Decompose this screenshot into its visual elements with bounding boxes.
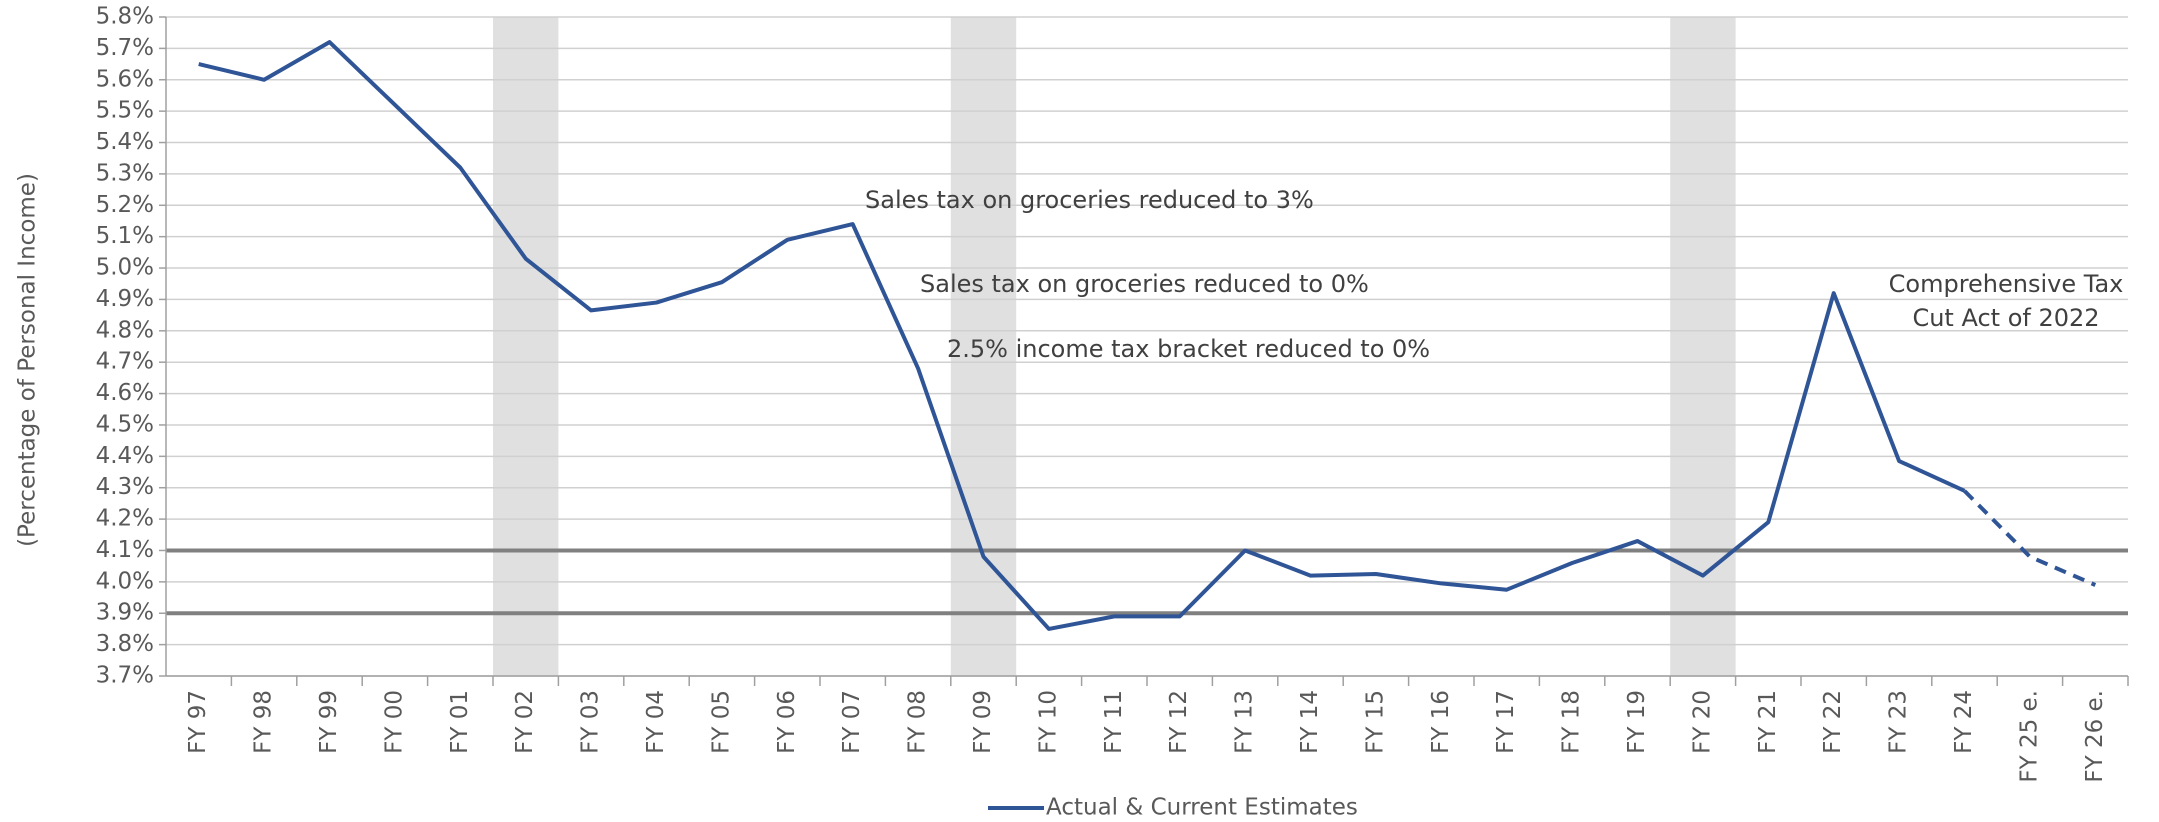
x-tick-label: FY 19 [1624,690,1650,754]
x-tick-label: FY 02 [512,690,538,754]
data-line [1963,489,2097,587]
x-tick-label: FY 04 [643,690,669,754]
annotation: Cut Act of 2022 [1912,304,2099,332]
y-tick-label: 5.5% [96,98,154,124]
y-tick-label: 4.1% [96,537,154,563]
x-tick-label: FY 18 [1559,690,1585,754]
x-tick-label: FY 20 [1689,690,1715,754]
y-tick-label: 4.0% [96,568,154,594]
y-tick-label: 5.2% [96,192,154,218]
y-tick-label: 3.9% [96,600,154,626]
x-tick-label: FY 21 [1755,690,1781,754]
annotation: 2.5% income tax bracket reduced to 0% [947,335,1430,363]
annotation: Sales tax on groceries reduced to 0% [920,270,1369,298]
y-tick-label: 5.7% [96,35,154,61]
x-tick-label: FY 16 [1428,690,1454,754]
y-tick-label: 3.7% [96,663,154,689]
x-tick-label: FY 07 [839,690,865,754]
x-tick-label: FY 11 [1101,690,1127,754]
x-tick-label: FY 25 e. [2016,690,2042,783]
x-tick-label: FY 22 [1820,690,1846,754]
x-tick-label: FY 08 [905,690,931,754]
annotation: Sales tax on groceries reduced to 3% [865,186,1314,214]
y-tick-label: 4.8% [96,317,154,343]
y-tick-label: 4.4% [96,443,154,469]
y-tick-label: 5.0% [96,255,154,281]
y-tick-label: 5.6% [96,66,154,92]
x-tick-label: FY 09 [970,690,996,754]
x-tick-label: FY 13 [1232,690,1258,754]
y-tick-label: 3.8% [96,631,154,657]
y-axis-label: (Percentage of Personal Income) [15,173,41,547]
y-tick-label: 4.6% [96,380,154,406]
y-tick-label: 5.8% [96,4,154,30]
data-line [198,40,1966,631]
x-tick-label: FY 01 [447,690,473,754]
y-tick-label: 5.1% [96,223,154,249]
y-tick-label: 4.7% [96,349,154,375]
x-tick-label: FY 14 [1297,690,1323,754]
x-tick-label: FY 12 [1166,690,1192,754]
shaded-band [950,17,1017,676]
x-tick-label: FY 15 [1362,690,1388,754]
y-tick-label: 4.9% [96,286,154,312]
x-tick-label: FY 26 e. [2082,690,2108,783]
y-tick-label: 4.5% [96,411,154,437]
x-tick-label: FY 97 [185,690,211,754]
x-tick-label: FY 00 [381,690,407,754]
x-tick-label: FY 99 [316,690,342,754]
y-tick-label: 4.3% [96,474,154,500]
y-tick-label: 5.3% [96,160,154,186]
x-tick-label: FY 17 [1493,690,1519,754]
y-tick-label: 5.4% [96,129,154,155]
shaded-band [493,17,559,676]
x-tick-label: FY 98 [251,690,277,754]
x-tick-label: FY 10 [1035,690,1061,754]
x-tick-label: FY 24 [1951,690,1977,754]
annotation: Comprehensive Tax [1889,270,2124,298]
legend-label: Actual & Current Estimates [1046,795,1358,821]
x-tick-label: FY 03 [578,690,604,754]
x-tick-label: FY 06 [774,690,800,754]
x-tick-label: FY 05 [708,690,734,754]
y-tick-label: 4.2% [96,506,154,532]
x-tick-label: FY 23 [1886,690,1912,754]
